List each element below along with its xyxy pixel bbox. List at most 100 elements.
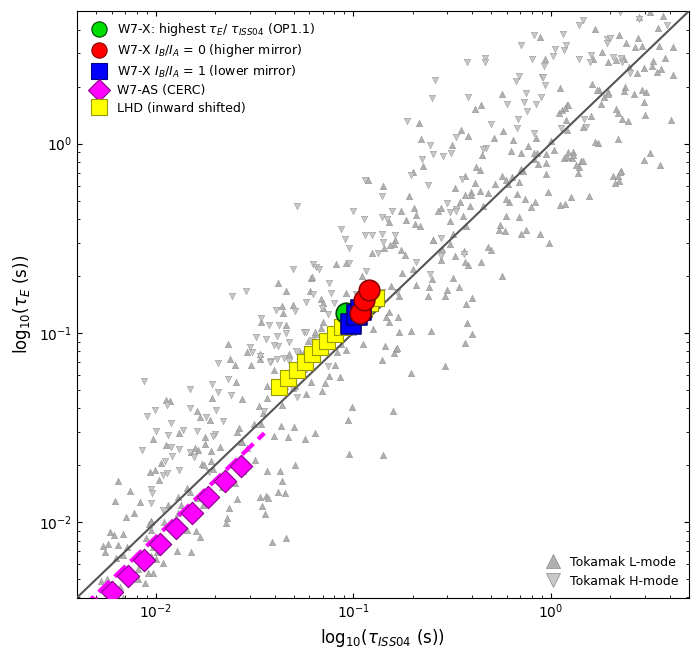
- Point: [659, 53, 671, 63]
- Point: [514, 212, 525, 222]
- Point: [245, 341, 256, 352]
- Point: [140, 578, 151, 589]
- Point: [192, 492, 203, 503]
- Point: [205, 455, 216, 466]
- Point: [608, 171, 619, 182]
- Point: [386, 206, 398, 216]
- Point: [482, 242, 493, 252]
- Point: [540, 80, 551, 90]
- Point: [570, 159, 581, 170]
- Point: [376, 229, 387, 240]
- Point: [362, 175, 373, 185]
- Point: [121, 512, 132, 523]
- Point: [638, 155, 650, 166]
- Point: [446, 140, 457, 150]
- Point: [435, 255, 447, 265]
- Point: [193, 444, 204, 455]
- Point: [407, 166, 418, 177]
- Point: [174, 465, 185, 475]
- Point: [580, 122, 592, 133]
- Point: [150, 554, 161, 564]
- Point: [194, 532, 205, 543]
- Point: [97, 541, 108, 551]
- Point: [147, 487, 158, 498]
- Point: [516, 40, 527, 51]
- Point: [227, 290, 238, 301]
- Point: [146, 550, 157, 561]
- Point: [287, 263, 298, 274]
- Point: [102, 574, 113, 585]
- Point: [389, 230, 400, 241]
- Point: [515, 164, 526, 174]
- Point: [446, 148, 457, 158]
- Point: [352, 322, 363, 333]
- Point: [460, 189, 471, 200]
- Point: [482, 187, 493, 198]
- Point: [377, 191, 388, 201]
- Point: [647, 55, 658, 66]
- Y-axis label: log$_{10}$($\tau_E$ (s)): log$_{10}$($\tau_E$ (s)): [11, 255, 33, 354]
- Point: [512, 122, 523, 133]
- Point: [389, 235, 400, 246]
- Point: [395, 206, 406, 216]
- Point: [391, 343, 402, 353]
- Point: [624, 68, 636, 79]
- Point: [351, 296, 363, 306]
- Point: [588, 53, 599, 64]
- Point: [512, 114, 523, 124]
- Point: [449, 251, 461, 261]
- Point: [426, 92, 438, 103]
- Point: [118, 593, 129, 603]
- Point: [629, 42, 641, 53]
- Point: [358, 339, 369, 349]
- Point: [383, 216, 394, 227]
- Point: [108, 529, 120, 540]
- Point: [547, 51, 558, 61]
- Point: [489, 133, 500, 143]
- Point: [343, 258, 354, 269]
- Point: [480, 143, 491, 154]
- Point: [602, 86, 613, 97]
- Point: [615, 52, 626, 63]
- Point: [146, 498, 157, 508]
- Point: [640, 87, 652, 98]
- Point: [254, 353, 265, 364]
- Point: [440, 290, 451, 301]
- Point: [294, 346, 305, 357]
- Point: [309, 327, 321, 337]
- Point: [246, 346, 258, 357]
- Point: [363, 285, 374, 296]
- Point: [185, 446, 196, 457]
- Point: [222, 374, 233, 384]
- X-axis label: log$_{10}$($\tau_{ISS04}$ (s)): log$_{10}$($\tau_{ISS04}$ (s)): [321, 627, 445, 649]
- Point: [356, 305, 367, 315]
- Point: [573, 168, 584, 178]
- Point: [578, 15, 589, 25]
- Point: [273, 320, 284, 331]
- Point: [405, 326, 416, 337]
- Point: [542, 187, 554, 197]
- Point: [272, 341, 284, 351]
- Point: [612, 108, 623, 119]
- Point: [521, 88, 532, 98]
- Point: [283, 337, 294, 348]
- Point: [304, 356, 315, 366]
- Point: [526, 53, 538, 64]
- Point: [467, 329, 478, 339]
- Point: [444, 207, 456, 217]
- Point: [185, 403, 196, 413]
- Point: [118, 564, 129, 575]
- Point: [298, 326, 309, 337]
- Point: [230, 376, 241, 387]
- Point: [136, 444, 148, 455]
- Point: [199, 432, 211, 442]
- Point: [347, 327, 358, 338]
- Point: [407, 263, 418, 274]
- Point: [594, 85, 605, 96]
- Point: [138, 555, 149, 566]
- Point: [134, 497, 145, 508]
- Point: [316, 385, 328, 396]
- Point: [162, 399, 173, 410]
- Point: [311, 262, 322, 273]
- Point: [138, 376, 149, 386]
